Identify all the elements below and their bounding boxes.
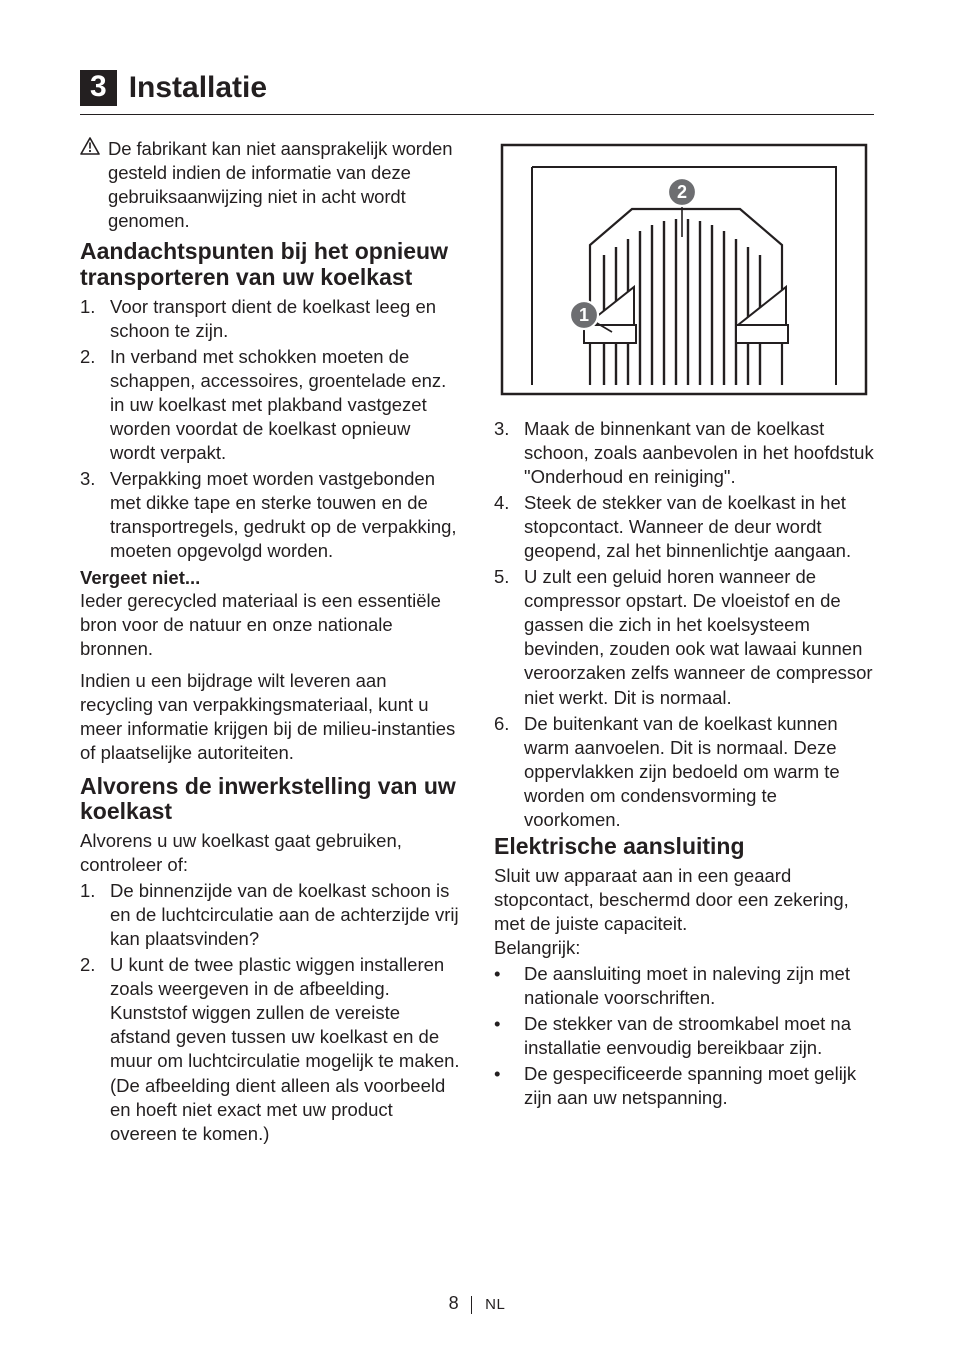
warning-text: De fabrikant kan niet aansprakelijk word…	[108, 137, 460, 233]
warning-block: De fabrikant kan niet aansprakelijk word…	[80, 137, 460, 233]
list-item: Voor transport dient de koelkast leeg en…	[80, 295, 460, 343]
body-text: Ieder gerecycled materiaal is een essent…	[80, 589, 460, 661]
list-item: U kunt de twee plastic wiggen installere…	[80, 953, 460, 1145]
footer-divider	[471, 1296, 472, 1314]
list-item: Verpakking moet worden vastgebonden met …	[80, 467, 460, 563]
list-transport: Voor transport dient de koelkast leeg en…	[80, 295, 460, 564]
right-column: 2 1 Maak de binnenkant van de koelkast s…	[494, 137, 874, 1148]
remember-heading: Vergeet niet...	[80, 567, 460, 589]
page-footer: 8 NL	[0, 1293, 954, 1314]
warning-icon	[80, 137, 100, 160]
list-before-use: De binnenzijde van de koelkast schoon is…	[80, 879, 460, 1146]
fridge-back-diagram: 2 1	[494, 137, 874, 407]
list-item: In verband met schokken moeten de schapp…	[80, 345, 460, 465]
diagram-label-1: 1	[579, 305, 589, 325]
body-text: Sluit uw apparaat aan in een geaard stop…	[494, 864, 874, 936]
list-item: De aansluiting moet in naleving zijn met…	[494, 962, 874, 1010]
body-text: Alvorens u uw koelkast gaat gebruiken, c…	[80, 829, 460, 877]
page-number: 8	[449, 1293, 459, 1313]
body-text: Belangrijk:	[494, 936, 874, 960]
list-item: U zult een geluid horen wanneer de compr…	[494, 565, 874, 709]
list-item: Steek de stekker van de koelkast in het …	[494, 491, 874, 563]
section-title: Installatie	[129, 71, 267, 105]
list-item: De binnenzijde van de koelkast schoon is…	[80, 879, 460, 951]
heading-transport: Aandachtspunten bij het opnieuw transpor…	[80, 239, 460, 291]
language-code: NL	[485, 1296, 505, 1313]
left-column: De fabrikant kan niet aansprakelijk word…	[80, 137, 460, 1148]
heading-electrical: Elektrische aansluiting	[494, 834, 874, 860]
body-text: Indien u een bijdrage wilt leveren aan r…	[80, 669, 460, 765]
list-item: De gespecificeerde spanning moet gelijk …	[494, 1062, 874, 1110]
content-columns: De fabrikant kan niet aansprakelijk word…	[80, 137, 874, 1148]
list-item: De stekker van de stroomkabel moet na in…	[494, 1012, 874, 1060]
list-electrical: De aansluiting moet in naleving zijn met…	[494, 962, 874, 1110]
diagram-label-2: 2	[677, 182, 687, 202]
list-item: De buitenkant van de koelkast kunnen war…	[494, 712, 874, 832]
section-header: 3 Installatie	[80, 70, 874, 115]
section-number-badge: 3	[80, 70, 117, 106]
list-continued: Maak de binnenkant van de koelkast schoo…	[494, 417, 874, 832]
heading-before-use: Alvorens de inwerkstelling van uw koelka…	[80, 774, 460, 826]
list-item: Maak de binnenkant van de koelkast schoo…	[494, 417, 874, 489]
